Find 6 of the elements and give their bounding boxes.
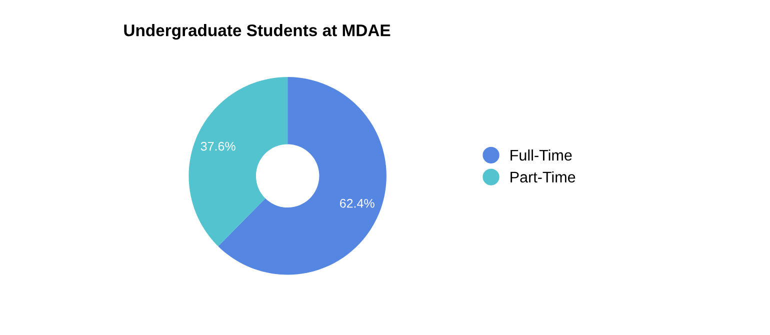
data-label: 62.4% (340, 198, 374, 208)
legend-label: Part-Time (510, 171, 576, 183)
legend-label: Full-Time (510, 149, 572, 161)
chart-title: Undergraduate Students at MDAE (124, 24, 390, 40)
donut-slice (188, 77, 288, 246)
data-label: 37.6% (200, 142, 236, 151)
